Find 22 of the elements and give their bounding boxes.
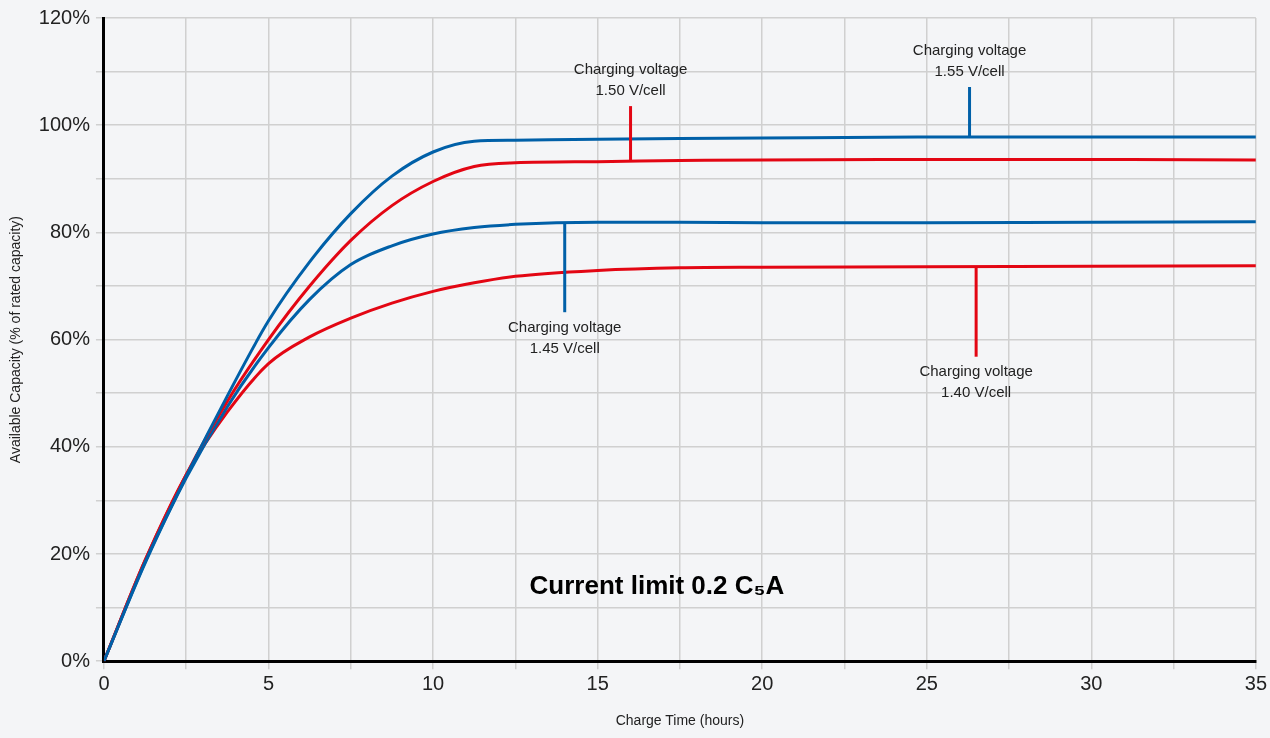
y-tick-label: 80% (49, 219, 91, 242)
x-tick-label: 0 (98, 671, 110, 694)
annotation: Current limit 0.2 C₅A (529, 570, 785, 601)
y-tick-label: 0% (61, 648, 91, 671)
annotation: Charging voltage 1.45 V/cell (508, 317, 622, 356)
y-axis-title: Available Capacity (% of rated capacity) (7, 216, 24, 464)
y-tick-label: 100% (38, 112, 91, 135)
y-tick-label: 20% (49, 541, 91, 564)
x-tick-label: 5 (262, 671, 275, 694)
x-tick-label: 35 (1244, 671, 1267, 694)
x-tick-label: 25 (915, 671, 938, 694)
annotation: Charging voltage 1.40 V/cell (919, 362, 1033, 401)
y-tick-label: 120% (38, 5, 91, 28)
y-tick-label: 60% (49, 327, 91, 350)
x-tick-label: 10 (421, 671, 445, 694)
x-axis-title: Charge Time (hours) (615, 712, 745, 729)
annotation: Charging voltage 1.55 V/cell (912, 40, 1027, 79)
x-tick-label: 30 (1080, 671, 1103, 694)
y-tick-label: 40% (49, 434, 91, 457)
x-tick-label: 20 (751, 671, 774, 694)
x-tick-label: 15 (586, 671, 609, 694)
annotation: Charging voltage 1.50 V/cell (573, 59, 688, 98)
